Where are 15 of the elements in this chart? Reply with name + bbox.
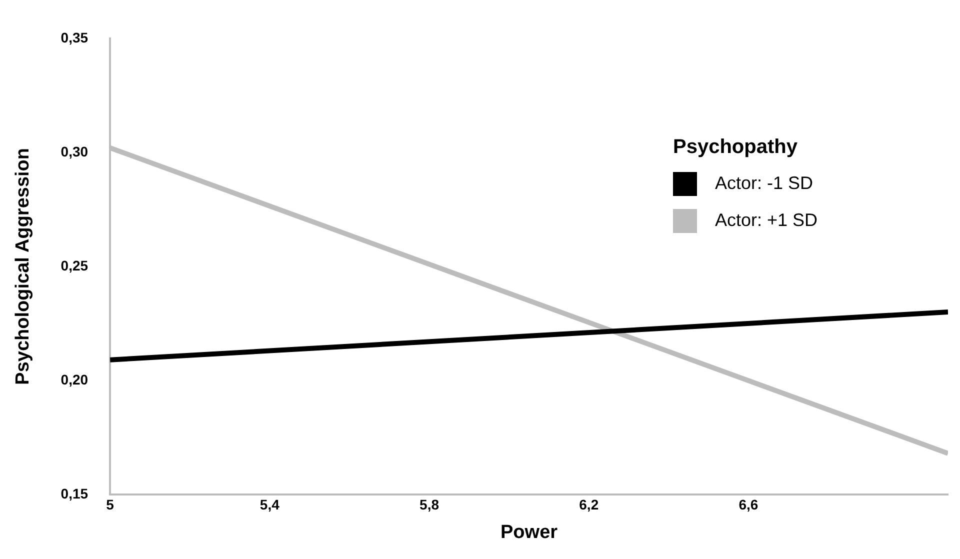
y-tick-label: 0,30 <box>60 143 88 160</box>
x-axis-title: Power <box>500 522 558 543</box>
legend-title: Psychopathy <box>673 136 798 159</box>
x-tick-label: 6,2 <box>579 496 599 513</box>
y-tick-label: 0,15 <box>60 485 88 502</box>
legend-label: Actor: -1 SD <box>715 173 814 194</box>
x-tick-label: 6,6 <box>738 496 758 513</box>
legend-label: Actor: +1 SD <box>715 210 818 231</box>
x-tick-label: 5 <box>106 496 114 513</box>
x-tick-label: 5,4 <box>260 496 280 513</box>
y-tick-label: 0,35 <box>60 29 88 46</box>
y-tick-label: 0,20 <box>60 371 88 388</box>
y-tick-label: 0,25 <box>60 257 88 274</box>
x-tick-label: 5,8 <box>420 496 440 513</box>
y-axis-title: Psychological Aggression <box>12 148 34 385</box>
